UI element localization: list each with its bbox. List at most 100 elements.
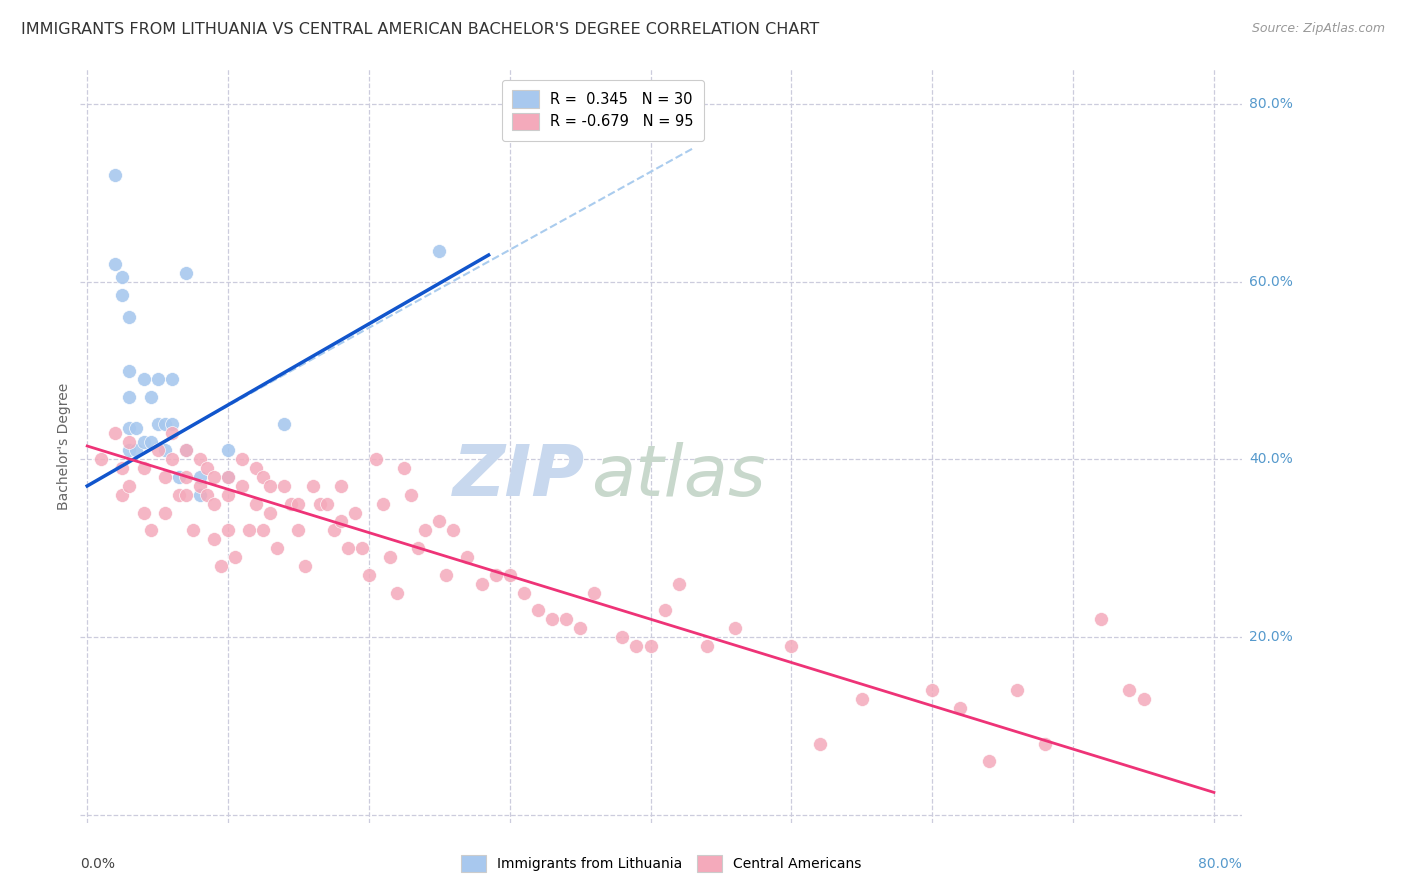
Point xyxy=(308,497,330,511)
Point xyxy=(139,524,162,538)
Point xyxy=(118,363,141,377)
Point xyxy=(111,488,134,502)
Point xyxy=(104,168,127,182)
Point xyxy=(294,558,316,573)
Text: 0.0%: 0.0% xyxy=(80,857,115,871)
Point xyxy=(949,701,972,715)
Point xyxy=(146,417,169,431)
Point xyxy=(111,461,134,475)
Point xyxy=(640,639,662,653)
Point xyxy=(202,470,225,484)
Point xyxy=(153,506,176,520)
Point xyxy=(322,524,344,538)
Point xyxy=(273,417,295,431)
Point xyxy=(569,621,592,635)
Text: ZIP: ZIP xyxy=(453,442,586,511)
Point xyxy=(132,461,155,475)
Point xyxy=(378,549,401,564)
Point xyxy=(266,541,288,556)
Point xyxy=(174,470,197,484)
Point xyxy=(174,443,197,458)
Point xyxy=(245,461,267,475)
Point xyxy=(111,288,134,302)
Point xyxy=(343,506,366,520)
Point xyxy=(188,488,211,502)
Point xyxy=(90,452,112,467)
Point xyxy=(167,470,190,484)
Point xyxy=(780,639,803,653)
Point xyxy=(167,488,190,502)
Y-axis label: Bachelor's Degree: Bachelor's Degree xyxy=(58,383,72,509)
Point xyxy=(139,390,162,404)
Text: 80.0%: 80.0% xyxy=(1198,857,1241,871)
Point xyxy=(160,425,183,440)
Point xyxy=(174,443,197,458)
Point xyxy=(724,621,747,635)
Point xyxy=(392,461,415,475)
Point xyxy=(1033,737,1056,751)
Point xyxy=(470,576,492,591)
Text: 60.0%: 60.0% xyxy=(1249,275,1294,289)
Point xyxy=(181,524,204,538)
Point xyxy=(364,452,387,467)
Point xyxy=(485,567,508,582)
Point xyxy=(399,488,422,502)
Point xyxy=(217,488,239,502)
Point xyxy=(336,541,359,556)
Point xyxy=(160,372,183,386)
Point xyxy=(118,434,141,449)
Point xyxy=(1005,683,1028,698)
Legend: Immigrants from Lithuania, Central Americans: Immigrants from Lithuania, Central Ameri… xyxy=(453,847,869,880)
Point xyxy=(111,270,134,285)
Point xyxy=(541,612,564,626)
Point xyxy=(160,417,183,431)
Point xyxy=(413,524,436,538)
Point xyxy=(696,639,718,653)
Point xyxy=(329,479,352,493)
Point xyxy=(188,452,211,467)
Point xyxy=(626,639,648,653)
Point xyxy=(921,683,943,698)
Point xyxy=(104,425,127,440)
Point xyxy=(612,630,634,644)
Point xyxy=(153,470,176,484)
Text: Source: ZipAtlas.com: Source: ZipAtlas.com xyxy=(1251,22,1385,36)
Point xyxy=(583,585,606,599)
Point xyxy=(456,549,478,564)
Point xyxy=(357,567,380,582)
Point xyxy=(160,452,183,467)
Point xyxy=(427,244,450,258)
Point xyxy=(118,421,141,435)
Point xyxy=(146,443,169,458)
Point xyxy=(188,479,211,493)
Text: atlas: atlas xyxy=(592,442,766,511)
Text: 20.0%: 20.0% xyxy=(1249,630,1294,644)
Point xyxy=(1118,683,1140,698)
Point xyxy=(259,479,281,493)
Text: 40.0%: 40.0% xyxy=(1249,452,1294,467)
Point xyxy=(808,737,831,751)
Point xyxy=(231,479,253,493)
Point xyxy=(371,497,394,511)
Point xyxy=(132,372,155,386)
Point xyxy=(231,452,253,467)
Point xyxy=(1090,612,1112,626)
Point xyxy=(499,567,522,582)
Point xyxy=(217,524,239,538)
Point xyxy=(851,692,873,706)
Point xyxy=(654,603,676,617)
Point xyxy=(132,506,155,520)
Point xyxy=(139,434,162,449)
Point xyxy=(132,434,155,449)
Point xyxy=(527,603,550,617)
Point xyxy=(350,541,373,556)
Point xyxy=(118,390,141,404)
Point xyxy=(287,524,309,538)
Point xyxy=(209,558,232,573)
Point xyxy=(174,266,197,280)
Point xyxy=(259,506,281,520)
Point xyxy=(153,417,176,431)
Point xyxy=(427,515,450,529)
Point xyxy=(555,612,578,626)
Point xyxy=(202,533,225,547)
